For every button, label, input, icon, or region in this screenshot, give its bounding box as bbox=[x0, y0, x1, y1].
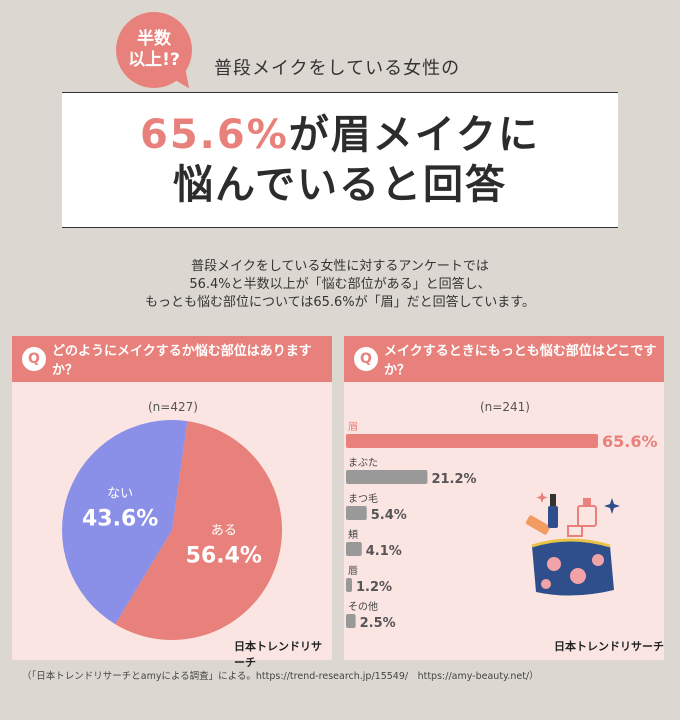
q-icon: Q bbox=[354, 347, 378, 371]
bar-3 bbox=[346, 542, 362, 556]
lipstick-icon bbox=[525, 515, 551, 535]
headline-pct: 65.6% bbox=[140, 112, 289, 158]
pie-chart: ある 56.4% ない 43.6% bbox=[62, 420, 283, 640]
bar-value-label: 21.2% bbox=[431, 472, 476, 487]
pie-question: どのようにメイクするか悩む部位はありますか？ bbox=[52, 344, 312, 378]
pie-n-label: (n=427) bbox=[148, 400, 198, 414]
bar-value-label: 2.5% bbox=[360, 616, 396, 631]
bar-2 bbox=[346, 506, 367, 520]
intro-line2: 56.4%と半数以上が「悩む部位がある」と回答し、 bbox=[189, 277, 491, 292]
bar-category-label: まつ毛 bbox=[348, 493, 378, 505]
pie-slice-label-0: ある bbox=[211, 523, 237, 538]
bar-0 bbox=[346, 434, 598, 448]
badge-line2: 以上!? bbox=[128, 50, 180, 70]
bar-5 bbox=[346, 614, 356, 628]
makeup-pouch-icon bbox=[531, 538, 614, 596]
bar-value-label: 5.4% bbox=[371, 508, 407, 523]
pie-brand: 日本トレンドリサーチ bbox=[234, 640, 322, 669]
bar-panel: Q メイクするときにもっとも悩む部位はどこですか？ (n=241) 眉 65.6%… bbox=[344, 336, 664, 660]
q-icon: Q bbox=[22, 347, 46, 371]
headline-box: 65.6%が眉メイクに 悩んでいると回答 bbox=[62, 92, 618, 228]
bar-question: メイクするときにもっとも悩む部位はどこですか？ bbox=[384, 344, 657, 378]
sparkle-icon bbox=[536, 492, 620, 514]
cosmetics-illustration bbox=[525, 492, 620, 596]
badge: 半数 以上!? bbox=[116, 12, 192, 88]
headline-line1-rest: が眉メイクに bbox=[288, 112, 540, 158]
perfume-bottle-icon bbox=[577, 498, 597, 527]
badge-line1: 半数 bbox=[137, 29, 171, 49]
headline-line2: 悩んでいると回答 bbox=[173, 162, 507, 208]
footnote: （「日本トレンドリサーチとamyによる調査」による。https://trend-… bbox=[22, 671, 539, 682]
intro-line3: もっとも悩む部位については65.6%が「眉」だと回答しています。 bbox=[145, 295, 535, 310]
bar-category-label: 眉 bbox=[348, 421, 358, 433]
bar-category-label: まぶた bbox=[348, 457, 378, 469]
bar-category-label: 頬 bbox=[348, 528, 358, 541]
subtitle: 普段メイクをしている女性の bbox=[214, 58, 461, 79]
pie-slice-label-1: ない bbox=[107, 487, 133, 502]
bar-value-label: 65.6% bbox=[602, 432, 658, 451]
bar-value-label: 4.1% bbox=[366, 544, 402, 559]
bar-value-label: 1.2% bbox=[356, 580, 392, 595]
pie-slice-0 bbox=[115, 421, 283, 640]
headline-line1: 65.6%が眉メイクに bbox=[140, 110, 540, 160]
bar-n-label: (n=241) bbox=[480, 400, 530, 414]
intro-line1: 普段メイクをしている女性に対するアンケートでは bbox=[191, 259, 489, 274]
bar-chart: 眉 65.6% まぶた 21.2% まつ毛 5.4% 頬 4.1% 唇 1.2% その他 2.5% bbox=[346, 421, 658, 631]
bar-brand: 日本トレンドリサーチ bbox=[554, 640, 664, 653]
bar-4 bbox=[346, 578, 352, 592]
compact-icon bbox=[567, 525, 583, 537]
pie-slice-value-1: 43.6% bbox=[82, 507, 158, 532]
pie-question-bar: Q どのようにメイクするか悩む部位はありますか？ bbox=[12, 336, 332, 382]
pie-panel: Q どのようにメイクするか悩む部位はありますか？ (n=427) ある 56.4%… bbox=[12, 336, 332, 669]
bar-category-label: その他 bbox=[348, 600, 378, 613]
pie-slice-1 bbox=[62, 420, 188, 625]
bar-category-label: 唇 bbox=[348, 565, 358, 577]
bar-1 bbox=[346, 470, 428, 484]
nail-polish-icon bbox=[548, 494, 558, 528]
intro-text: 普段メイクをしている女性に対するアンケートでは 56.4%と半数以上が「悩む部位… bbox=[0, 258, 680, 312]
bar-question-bar: Q メイクするときにもっとも悩む部位はどこですか？ bbox=[344, 336, 664, 382]
pie-slice-value-0: 56.4% bbox=[186, 543, 262, 568]
